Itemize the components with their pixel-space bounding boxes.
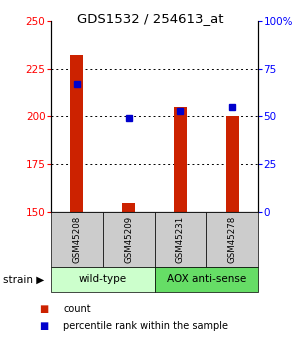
Text: GDS1532 / 254613_at: GDS1532 / 254613_at (77, 12, 223, 25)
Text: count: count (63, 304, 91, 314)
Text: ■: ■ (39, 321, 48, 331)
Text: GSM45278: GSM45278 (228, 216, 237, 263)
Text: wild-type: wild-type (79, 275, 127, 284)
Text: percentile rank within the sample: percentile rank within the sample (63, 321, 228, 331)
Text: GSM45231: GSM45231 (176, 216, 185, 263)
Bar (122, 203, 135, 212)
Bar (70, 55, 83, 212)
Bar (226, 117, 238, 212)
Text: ■: ■ (39, 304, 48, 314)
Text: GSM45209: GSM45209 (124, 216, 133, 263)
Text: GSM45208: GSM45208 (72, 216, 81, 263)
Bar (174, 107, 187, 212)
Text: strain ▶: strain ▶ (3, 275, 44, 284)
Text: AOX anti-sense: AOX anti-sense (167, 275, 246, 284)
